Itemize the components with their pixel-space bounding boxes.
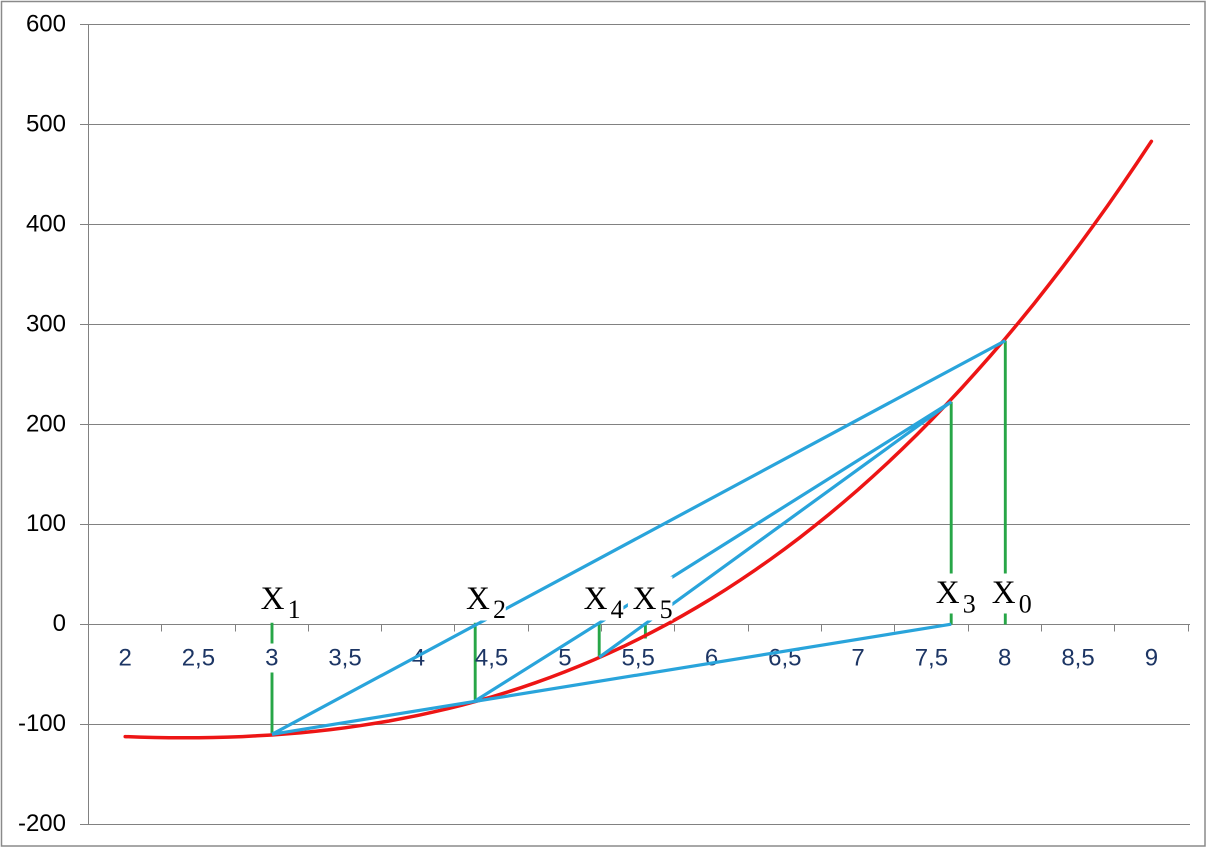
- svg-text:X: X: [633, 581, 657, 617]
- svg-text:500: 500: [26, 110, 66, 137]
- svg-text:X: X: [261, 581, 285, 617]
- svg-text:3: 3: [265, 645, 278, 672]
- svg-text:-200: -200: [18, 810, 66, 837]
- svg-text:0: 0: [1019, 589, 1032, 618]
- svg-text:0: 0: [53, 610, 66, 637]
- svg-text:600: 600: [26, 10, 66, 37]
- svg-text:7: 7: [851, 645, 864, 672]
- svg-text:X: X: [466, 581, 490, 617]
- svg-text:3,5: 3,5: [328, 645, 361, 672]
- svg-text:8,5: 8,5: [1061, 645, 1094, 672]
- svg-text:100: 100: [26, 510, 66, 537]
- svg-text:X: X: [584, 581, 608, 617]
- svg-text:1: 1: [288, 595, 301, 624]
- svg-text:6: 6: [705, 645, 718, 672]
- svg-text:3: 3: [963, 589, 976, 618]
- svg-text:2: 2: [493, 595, 506, 624]
- svg-text:-100: -100: [18, 710, 66, 737]
- svg-text:X: X: [992, 575, 1016, 611]
- svg-text:7,5: 7,5: [915, 645, 948, 672]
- svg-text:4: 4: [611, 595, 624, 624]
- svg-text:4,5: 4,5: [475, 645, 508, 672]
- svg-text:5: 5: [660, 595, 673, 624]
- svg-text:400: 400: [26, 210, 66, 237]
- svg-text:2,5: 2,5: [182, 645, 215, 672]
- svg-text:4: 4: [412, 645, 425, 672]
- svg-text:300: 300: [26, 310, 66, 337]
- svg-text:5: 5: [558, 645, 571, 672]
- svg-text:9: 9: [1145, 645, 1158, 672]
- svg-text:200: 200: [26, 410, 66, 437]
- svg-text:2: 2: [119, 645, 132, 672]
- svg-text:8: 8: [998, 645, 1011, 672]
- svg-text:X: X: [936, 575, 960, 611]
- svg-text:5,5: 5,5: [622, 645, 655, 672]
